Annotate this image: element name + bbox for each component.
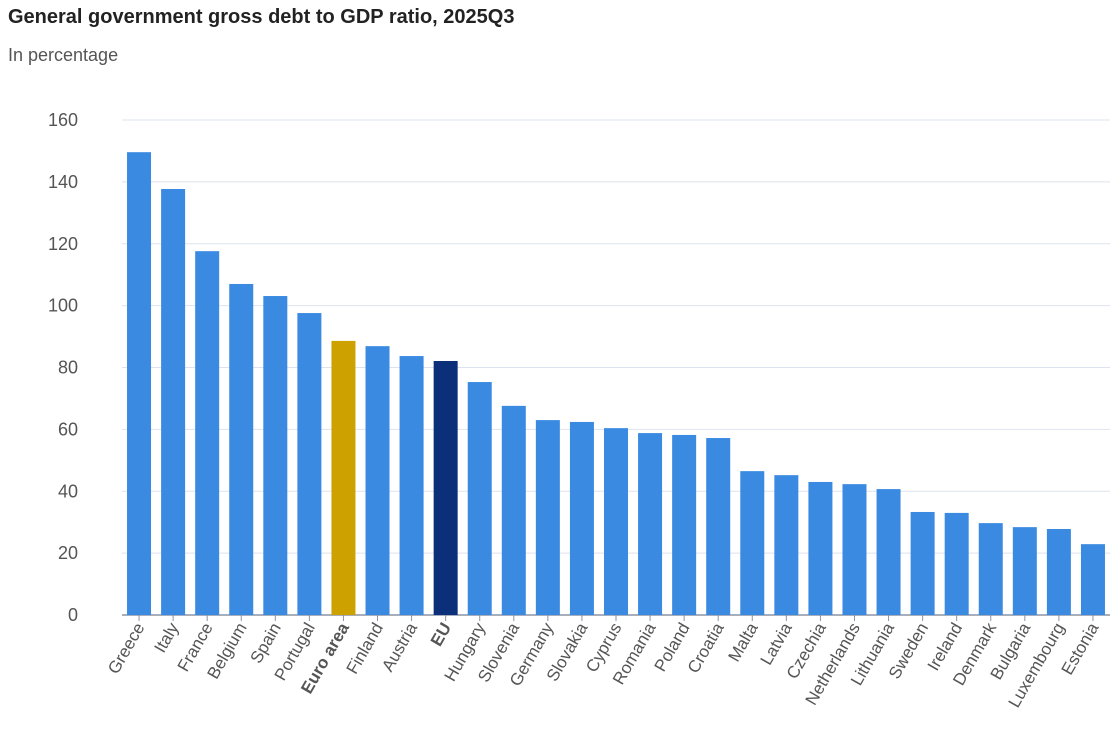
y-tick-label: 60	[58, 419, 78, 439]
y-tick-label: 0	[68, 605, 78, 625]
bar-lithuania	[876, 489, 901, 615]
bar-bulgaria	[1012, 527, 1037, 615]
y-tick-label: 100	[48, 296, 78, 316]
bar-malta	[740, 471, 765, 615]
bar-slovakia	[569, 421, 594, 615]
y-tick-label: 20	[58, 543, 78, 563]
bar-netherlands	[842, 484, 867, 615]
x-tick-label: EU	[427, 620, 455, 650]
bar-slovenia	[501, 405, 526, 615]
bar-latvia	[774, 475, 799, 615]
chart-title: General government gross debt to GDP rat…	[8, 6, 515, 28]
y-tick-label: 160	[48, 110, 78, 130]
bar-belgium	[229, 283, 254, 615]
bar-portugal	[297, 313, 322, 615]
x-tick-label: Austria	[378, 619, 421, 675]
bar-finland	[365, 346, 390, 615]
x-tick-label: Italy	[151, 619, 183, 656]
bar-ireland	[944, 512, 969, 615]
bar-spain	[263, 296, 288, 615]
bar-czechia	[808, 481, 833, 615]
chart-subtitle: In percentage	[8, 45, 119, 65]
bar-euro-area	[331, 340, 356, 615]
bar-france	[195, 251, 220, 616]
bar-croatia	[706, 438, 731, 615]
bar-poland	[672, 434, 697, 615]
bar-germany	[535, 420, 560, 615]
y-tick-label: 140	[48, 172, 78, 192]
y-tick-label: 120	[48, 234, 78, 254]
bar-sweden	[910, 511, 935, 615]
bar-luxembourg	[1046, 528, 1071, 615]
bar-romania	[638, 433, 663, 615]
bar-denmark	[978, 523, 1003, 615]
bar-cyprus	[604, 428, 628, 615]
bar-eu	[433, 361, 458, 615]
y-tick-label: 80	[58, 358, 78, 378]
y-tick-label: 40	[58, 481, 78, 501]
bar-austria	[399, 356, 424, 615]
bar-hungary	[467, 382, 492, 615]
bar-estonia	[1080, 544, 1105, 615]
x-tick-label: Greece	[104, 620, 148, 678]
bar-italy	[161, 188, 186, 615]
bar-greece	[127, 152, 152, 616]
